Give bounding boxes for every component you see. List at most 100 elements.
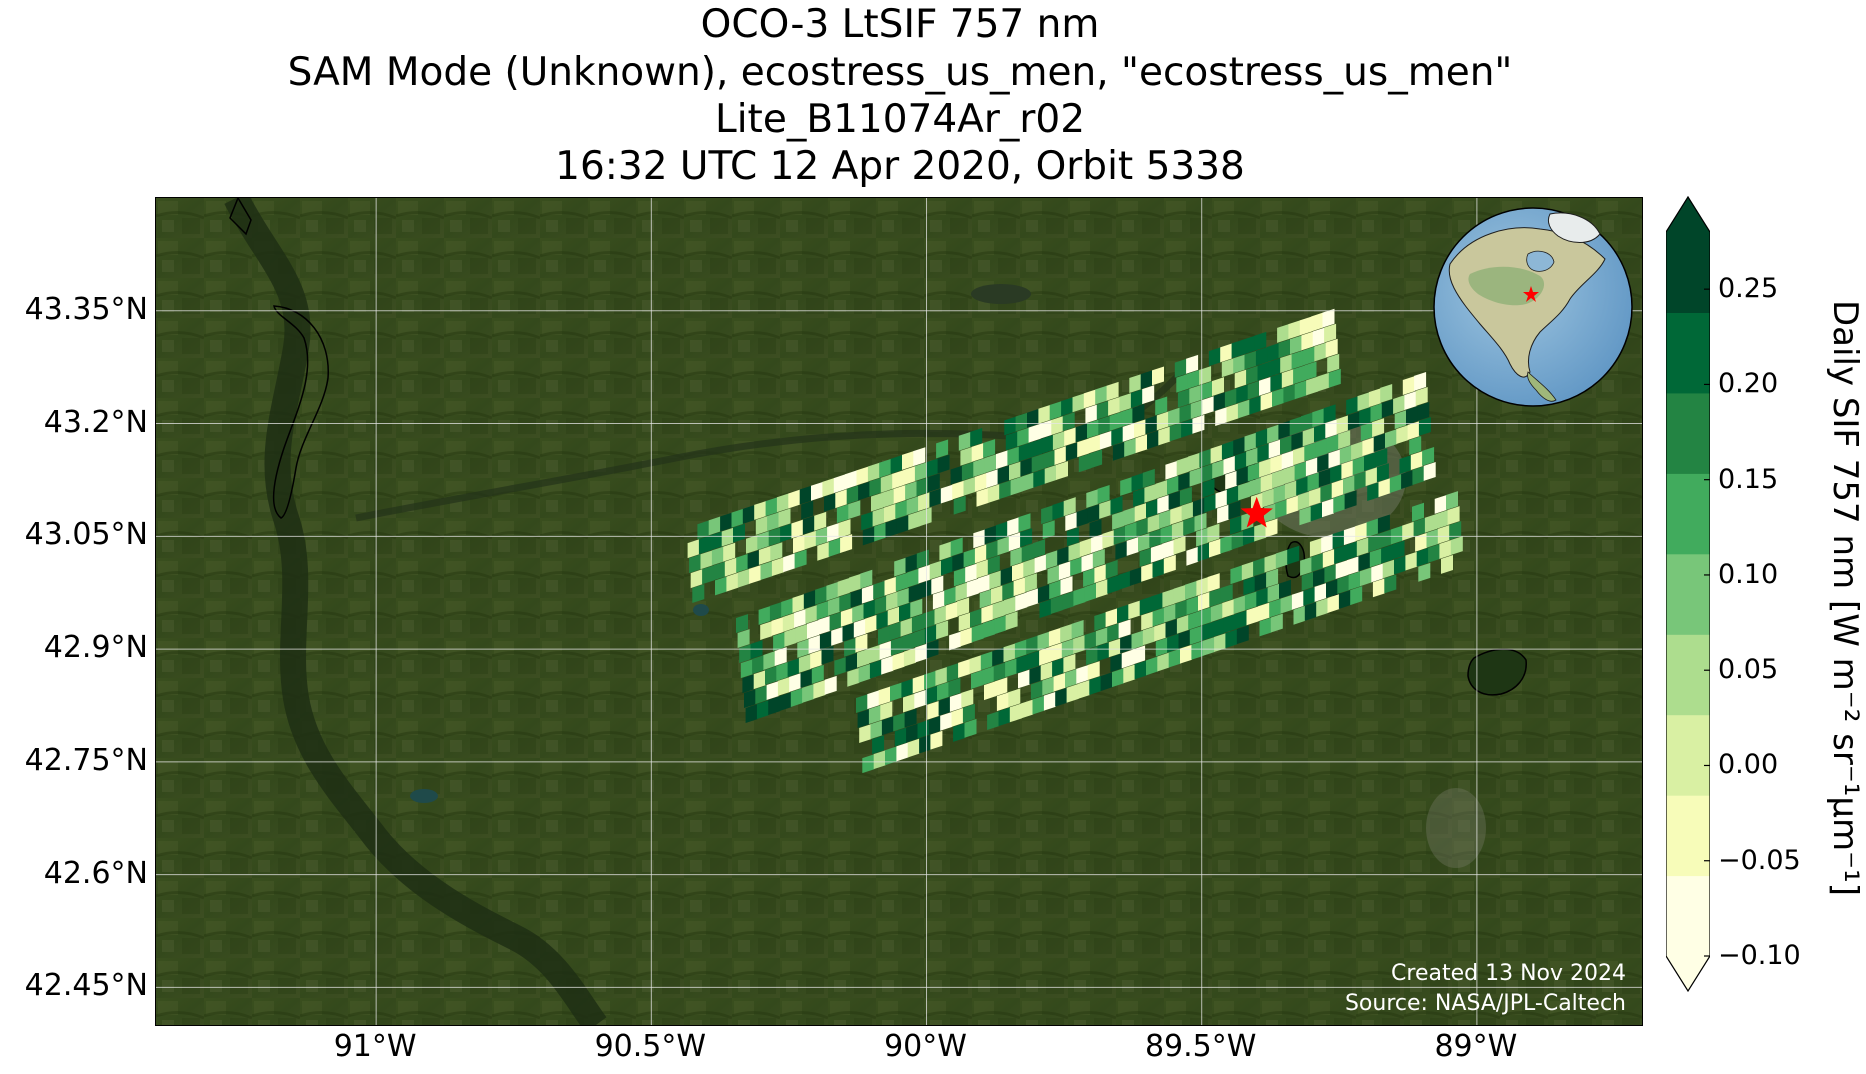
sif-sounding-cell bbox=[899, 602, 911, 622]
sif-sounding-cell bbox=[839, 592, 852, 612]
sif-sounding-cell bbox=[870, 720, 883, 740]
sif-sounding-cell bbox=[1314, 342, 1327, 362]
sif-sounding-cell bbox=[889, 621, 902, 641]
sif-sounding-cell bbox=[687, 539, 700, 559]
sif-sounding-cell bbox=[1168, 490, 1181, 510]
sif-sounding-cell bbox=[783, 553, 796, 573]
sif-sounding-cell bbox=[829, 611, 842, 631]
sif-sounding-cell bbox=[713, 561, 726, 581]
sif-sounding-cell bbox=[1020, 528, 1033, 548]
sif-sounding-cell bbox=[1426, 528, 1439, 548]
sif-sounding-cell bbox=[1302, 346, 1315, 366]
sif-sounding-cell bbox=[1009, 461, 1021, 481]
sif-sounding-cell bbox=[1190, 399, 1203, 419]
sif-sounding-cell bbox=[1385, 429, 1397, 448]
sif-sounding-cell bbox=[1017, 427, 1030, 447]
sif-sounding-cell bbox=[1054, 446, 1067, 465]
colorbar-segment bbox=[1666, 634, 1710, 716]
sif-sounding-cell bbox=[1270, 454, 1283, 474]
sif-sounding-cell bbox=[804, 530, 817, 550]
sif-sounding-cell bbox=[692, 584, 705, 604]
sif-sounding-cell bbox=[774, 647, 787, 666]
sif-sounding-cell bbox=[1372, 418, 1385, 438]
sif-sounding-cell bbox=[1304, 442, 1317, 462]
sif-sounding-cell bbox=[697, 520, 710, 540]
sif-sounding-cell bbox=[944, 586, 957, 606]
sif-sounding-cell bbox=[846, 485, 859, 505]
sif-sounding-cell bbox=[1212, 618, 1225, 638]
sif-sounding-cell bbox=[834, 656, 847, 676]
sif-sounding-cell bbox=[1039, 646, 1052, 666]
sif-sounding-cell bbox=[1246, 447, 1259, 467]
sif-sounding-cell bbox=[937, 454, 950, 474]
sif-sounding-cell bbox=[1055, 687, 1068, 707]
sif-sounding-cell bbox=[928, 715, 941, 735]
sif-sounding-cell bbox=[1057, 546, 1070, 566]
sif-sounding-cell bbox=[801, 500, 814, 520]
sif-sounding-cell bbox=[1231, 339, 1244, 359]
sif-sounding-cell bbox=[886, 591, 899, 611]
sif-sounding-cell bbox=[900, 617, 913, 637]
sif-sounding-cell bbox=[929, 488, 942, 508]
sif-sounding-cell bbox=[1032, 695, 1045, 715]
sif-sounding-cell bbox=[1367, 482, 1380, 502]
sif-sounding-cell bbox=[742, 504, 755, 524]
sif-sounding-cell bbox=[1328, 449, 1341, 469]
sif-sounding-cell bbox=[1007, 446, 1020, 466]
sif-sounding-cell bbox=[1253, 557, 1266, 577]
credit-source: Source: NASA/JPL-Caltech bbox=[1344, 991, 1626, 1016]
sif-sounding-cell bbox=[1106, 381, 1119, 401]
sif-sounding-cell bbox=[1364, 452, 1376, 472]
sif-sounding-cell bbox=[782, 613, 795, 632]
sif-sounding-cell bbox=[1392, 540, 1405, 560]
sif-sounding-cell bbox=[1439, 539, 1452, 559]
sif-sounding-cell bbox=[1354, 471, 1367, 491]
sif-sounding-cell bbox=[1356, 537, 1369, 557]
sif-sounding-cell bbox=[1110, 653, 1123, 673]
map-panel[interactable]: Created 13 Nov 2024 Source: NASA/JPL-Cal… bbox=[155, 197, 1643, 1026]
sif-sounding-cell bbox=[1441, 554, 1453, 574]
sif-sounding-cell bbox=[1360, 567, 1372, 587]
sif-sounding-cell bbox=[836, 504, 849, 524]
sif-sounding-cell bbox=[816, 600, 829, 620]
sif-sounding-cell bbox=[919, 507, 932, 527]
sif-sounding-cell bbox=[908, 583, 921, 603]
sif-sounding-cell bbox=[913, 447, 926, 467]
sif-sounding-cell bbox=[894, 557, 907, 577]
sif-sounding-cell bbox=[872, 507, 885, 527]
sif-sounding-cell bbox=[731, 508, 744, 528]
sif-sounding-cell bbox=[984, 525, 997, 545]
sif-sounding-cell bbox=[1352, 456, 1365, 476]
colorbar-tick-label: 0.00 bbox=[1718, 749, 1779, 781]
sif-sounding-cell bbox=[925, 685, 938, 705]
sif-sounding-cell bbox=[1170, 505, 1183, 525]
sif-sounding-cell bbox=[745, 704, 758, 724]
sif-sounding-cell bbox=[937, 681, 949, 701]
map-canvas[interactable] bbox=[156, 198, 1642, 1025]
sif-sounding-cell bbox=[1318, 468, 1331, 488]
sif-sounding-cell bbox=[1003, 643, 1016, 663]
sif-sounding-cell bbox=[1375, 448, 1388, 468]
sif-sounding-cell bbox=[824, 675, 837, 695]
sif-sounding-cell bbox=[881, 655, 894, 675]
sif-sounding-cell bbox=[1238, 481, 1251, 501]
sif-sounding-cell bbox=[1155, 396, 1168, 416]
sif-sounding-cell bbox=[1150, 543, 1163, 563]
lon-tick-label: 89°W bbox=[1434, 1029, 1518, 1064]
sif-sounding-cell bbox=[1233, 595, 1246, 615]
sif-sounding-cell bbox=[845, 470, 858, 490]
sif-sounding-cell bbox=[914, 462, 927, 482]
sif-sounding-cell bbox=[1033, 539, 1045, 559]
sif-sounding-cell bbox=[1007, 517, 1020, 537]
sif-sounding-cell bbox=[1275, 499, 1288, 519]
sif-sounding-cell bbox=[1066, 683, 1079, 703]
sif-sounding-cell bbox=[1263, 503, 1276, 523]
sif-sounding-cell bbox=[962, 703, 975, 723]
sif-sounding-cell bbox=[859, 724, 872, 744]
sif-sounding-cell bbox=[860, 569, 873, 589]
colorbar-label: Daily SIF 757 nm [W m⁻² sr⁻¹μm⁻¹] bbox=[1825, 299, 1865, 897]
globe-forest-tint bbox=[1468, 266, 1545, 306]
sif-sounding-cell bbox=[817, 541, 830, 561]
sif-sounding-cell bbox=[1141, 611, 1154, 631]
sif-sounding-cell bbox=[1402, 376, 1415, 395]
